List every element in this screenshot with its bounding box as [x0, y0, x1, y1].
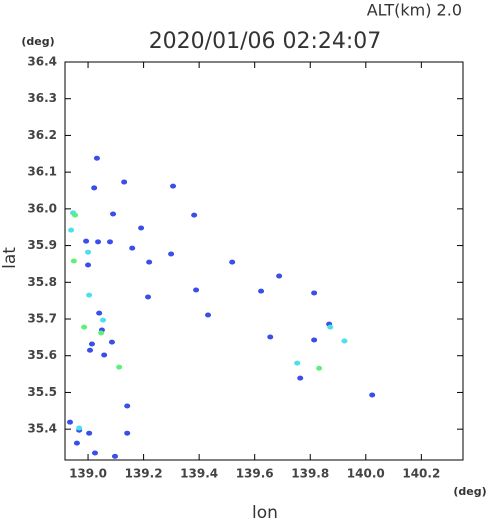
echo-point [341, 338, 348, 344]
y-tick-label: 35.4 [27, 422, 57, 436]
y-tick-label: 36.0 [27, 201, 57, 215]
echo-point [191, 212, 198, 218]
y-tick-label: 36.2 [27, 128, 57, 142]
echo-point [106, 239, 113, 245]
y-tick-label: 36.1 [27, 165, 57, 179]
y-unit: (deg) [21, 35, 54, 48]
echo-point [170, 183, 177, 189]
echo-point [71, 212, 78, 218]
y-tick-label: 35.7 [27, 312, 57, 326]
echo-point [100, 317, 107, 323]
y-tick-label: 36.4 [27, 55, 57, 69]
echo-point [66, 419, 73, 425]
echo-point [76, 425, 83, 431]
echo-point [193, 287, 200, 293]
y-tick-label: 35.8 [27, 275, 57, 289]
echo-point [229, 259, 236, 265]
echo-point [68, 227, 75, 233]
y-tick-label: 35.5 [27, 385, 57, 399]
echo-point [96, 310, 103, 316]
echo-point [81, 324, 88, 330]
chart-subtitle: ALT(km) 2.0 [367, 1, 462, 20]
x-tick-label: 139.6 [236, 467, 274, 481]
echo-point [85, 262, 92, 268]
x-tick-label: 140.2 [402, 467, 440, 481]
echo-point [91, 450, 98, 456]
echo-point [111, 453, 118, 459]
echo-point [83, 238, 90, 244]
plot-frame [64, 61, 464, 461]
echo-point [276, 273, 283, 279]
echo-point [267, 334, 274, 340]
y-tick-label: 35.9 [27, 238, 57, 252]
echo-point [146, 259, 153, 265]
echo-point [124, 403, 131, 409]
echo-point [294, 360, 301, 366]
echo-point [86, 347, 93, 353]
echo-point [86, 292, 93, 298]
echo-point [110, 211, 117, 217]
echo-point [168, 251, 175, 257]
echo-point [101, 352, 108, 358]
echo-point [145, 294, 152, 300]
echo-point [70, 258, 77, 264]
echo-point [258, 288, 265, 294]
echo-point [297, 375, 304, 381]
echo-point [108, 339, 115, 345]
echo-point [369, 392, 376, 398]
echo-point [138, 225, 145, 231]
x-tick-label: 139.2 [125, 467, 163, 481]
echo-point [91, 185, 98, 191]
x-axis-label: lon [252, 503, 278, 521]
y-tick-label: 36.3 [27, 91, 57, 105]
echo-point [93, 155, 100, 161]
y-tick-label: 35.6 [27, 348, 57, 362]
echo-point [95, 239, 102, 245]
echo-point [124, 430, 131, 436]
x-tick-label: 139.0 [69, 467, 107, 481]
y-axis-label: lat [0, 247, 20, 269]
chart-title: 2020/01/06 02:24:07 [149, 29, 382, 54]
echo-point [73, 440, 80, 446]
echo-point [85, 249, 92, 255]
x-tick-label: 139.4 [180, 467, 218, 481]
echo-point [327, 324, 334, 330]
echo-point [316, 365, 323, 371]
echo-point [311, 290, 318, 296]
echo-point [98, 330, 105, 336]
echo-point [88, 341, 95, 347]
echo-point [121, 179, 128, 185]
x-unit: (deg) [453, 485, 486, 498]
x-tick-label: 140.0 [347, 467, 385, 481]
echo-point [129, 245, 136, 251]
echo-point [116, 364, 123, 370]
x-tick-label: 139.8 [291, 467, 329, 481]
echo-point [311, 337, 318, 343]
echo-point [205, 312, 212, 318]
echo-point [86, 430, 93, 436]
